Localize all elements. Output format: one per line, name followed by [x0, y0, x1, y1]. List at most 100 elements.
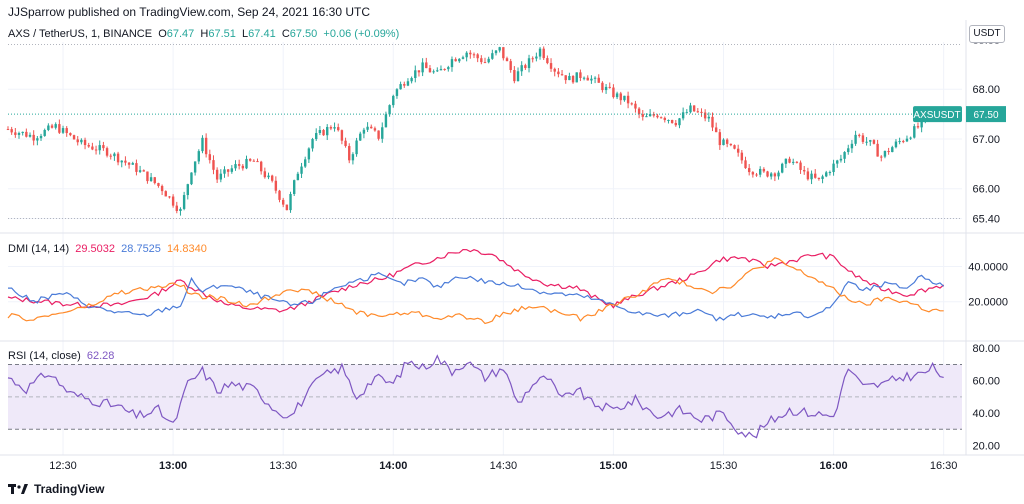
candle-body [891, 147, 894, 153]
candle-body [289, 193, 292, 211]
price-tick-label: 66.00 [972, 184, 1000, 196]
candle-body [858, 134, 861, 136]
candle-body [245, 158, 248, 169]
candle-body [491, 53, 494, 59]
candle-body [230, 168, 234, 172]
candle-body [538, 48, 542, 57]
dmi-series-line-plus_di [7, 248, 945, 313]
symbol-label[interactable]: AXS / TetherUS, 1, BINANCE [8, 28, 153, 40]
candle-body [252, 160, 256, 162]
candle-body [120, 160, 123, 163]
candle-body [296, 173, 300, 181]
candle-body [94, 149, 98, 151]
close-value: 67.50 [289, 28, 318, 40]
candle-body [311, 139, 314, 149]
candle-body [274, 180, 278, 191]
candle-body [256, 161, 259, 163]
candle-body [186, 184, 189, 196]
candle-body [454, 59, 457, 62]
candle-body [685, 112, 689, 114]
candle-body [795, 161, 799, 163]
x-tick-label: 14:30 [490, 460, 518, 472]
candle-body [568, 75, 571, 81]
candle-body [322, 130, 325, 136]
candle-body [439, 68, 443, 71]
candle-body [113, 153, 116, 157]
candle-body [619, 93, 622, 101]
candle-body [105, 148, 109, 156]
candle-body [498, 47, 501, 51]
candle-body [425, 62, 428, 69]
candle-body [450, 59, 454, 68]
candle-body [359, 133, 362, 141]
candle-body [384, 114, 388, 128]
rsi-tick-label: 60.00 [972, 376, 1000, 388]
candle-body [138, 170, 142, 172]
price-tick-label: 68.00 [972, 84, 1000, 96]
x-tick-label: 13:30 [269, 460, 297, 472]
candle-body [226, 169, 230, 172]
candle-body [905, 138, 909, 142]
high-label: H [200, 28, 209, 40]
candle-body [597, 77, 600, 83]
candle-body [421, 62, 424, 73]
dmi-tick-label: 20.0000 [968, 297, 1008, 309]
candle-body [700, 111, 703, 113]
price-tick-label: 67.00 [972, 134, 1000, 146]
currency-badge[interactable]: USDT [969, 25, 1005, 43]
candle-body [590, 78, 593, 81]
candle-body [91, 146, 94, 150]
candle-body [722, 139, 725, 146]
candle-body [513, 70, 516, 82]
last-price-tag [966, 106, 1006, 123]
candle-body [663, 117, 666, 121]
candle-body [388, 105, 391, 115]
candle-body [725, 139, 729, 144]
candle-body [535, 56, 538, 59]
x-tick-label: 13:00 [159, 460, 187, 472]
candle-body [362, 129, 366, 134]
candle-body [307, 148, 311, 160]
candle-body [201, 137, 204, 152]
last-price-tag-label: 67.50 [973, 110, 998, 121]
candle-body [579, 72, 582, 79]
candle-body [248, 158, 252, 161]
candle-body [355, 140, 358, 155]
candle-body [432, 71, 435, 73]
candle-body [447, 67, 450, 70]
candle-body [483, 62, 487, 64]
candle-body [637, 108, 641, 115]
price-legend: AXS / TetherUS, 1, BINANCE O67.47 H67.51… [8, 28, 399, 40]
candle-body [564, 75, 567, 81]
candle-body [403, 84, 406, 86]
candle-body [883, 150, 887, 157]
tradingview-logo-icon[interactable] [8, 483, 28, 495]
candle-body [131, 163, 134, 165]
candle-body [351, 154, 355, 161]
candle-body [50, 125, 54, 128]
candle-body [652, 114, 655, 116]
candle-body [234, 164, 237, 169]
candle-body [414, 70, 417, 79]
candle-body [913, 126, 916, 138]
rsi-value: 62.28 [86, 350, 115, 362]
candle-body [179, 208, 182, 212]
candle-body [832, 163, 835, 173]
tradingview-brand[interactable]: TradingView [34, 482, 105, 496]
rsi-title[interactable]: RSI (14, close) [8, 350, 81, 362]
candle-body [575, 72, 578, 83]
open-label: O [158, 28, 167, 40]
candle-body [54, 124, 57, 128]
candle-body [777, 172, 780, 177]
candle-body [370, 126, 373, 129]
candle-body [825, 172, 828, 177]
candle-body [843, 152, 846, 159]
candle-body [366, 126, 369, 130]
candle-body [428, 68, 432, 73]
candle-body [659, 117, 663, 119]
candle-body [300, 166, 303, 174]
dmi-series-line-adx [7, 257, 944, 325]
dmi-title[interactable]: DMI (14, 14) [8, 243, 70, 255]
candle-body [869, 140, 872, 142]
candle-body [880, 156, 883, 158]
